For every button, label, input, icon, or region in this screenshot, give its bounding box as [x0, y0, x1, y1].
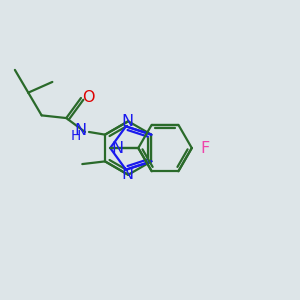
Text: N: N [111, 140, 123, 155]
Text: F: F [201, 140, 210, 155]
Text: H: H [71, 129, 81, 143]
Text: O: O [82, 89, 94, 104]
Text: N: N [122, 114, 134, 129]
Text: N: N [122, 167, 134, 182]
Text: N: N [74, 124, 86, 139]
